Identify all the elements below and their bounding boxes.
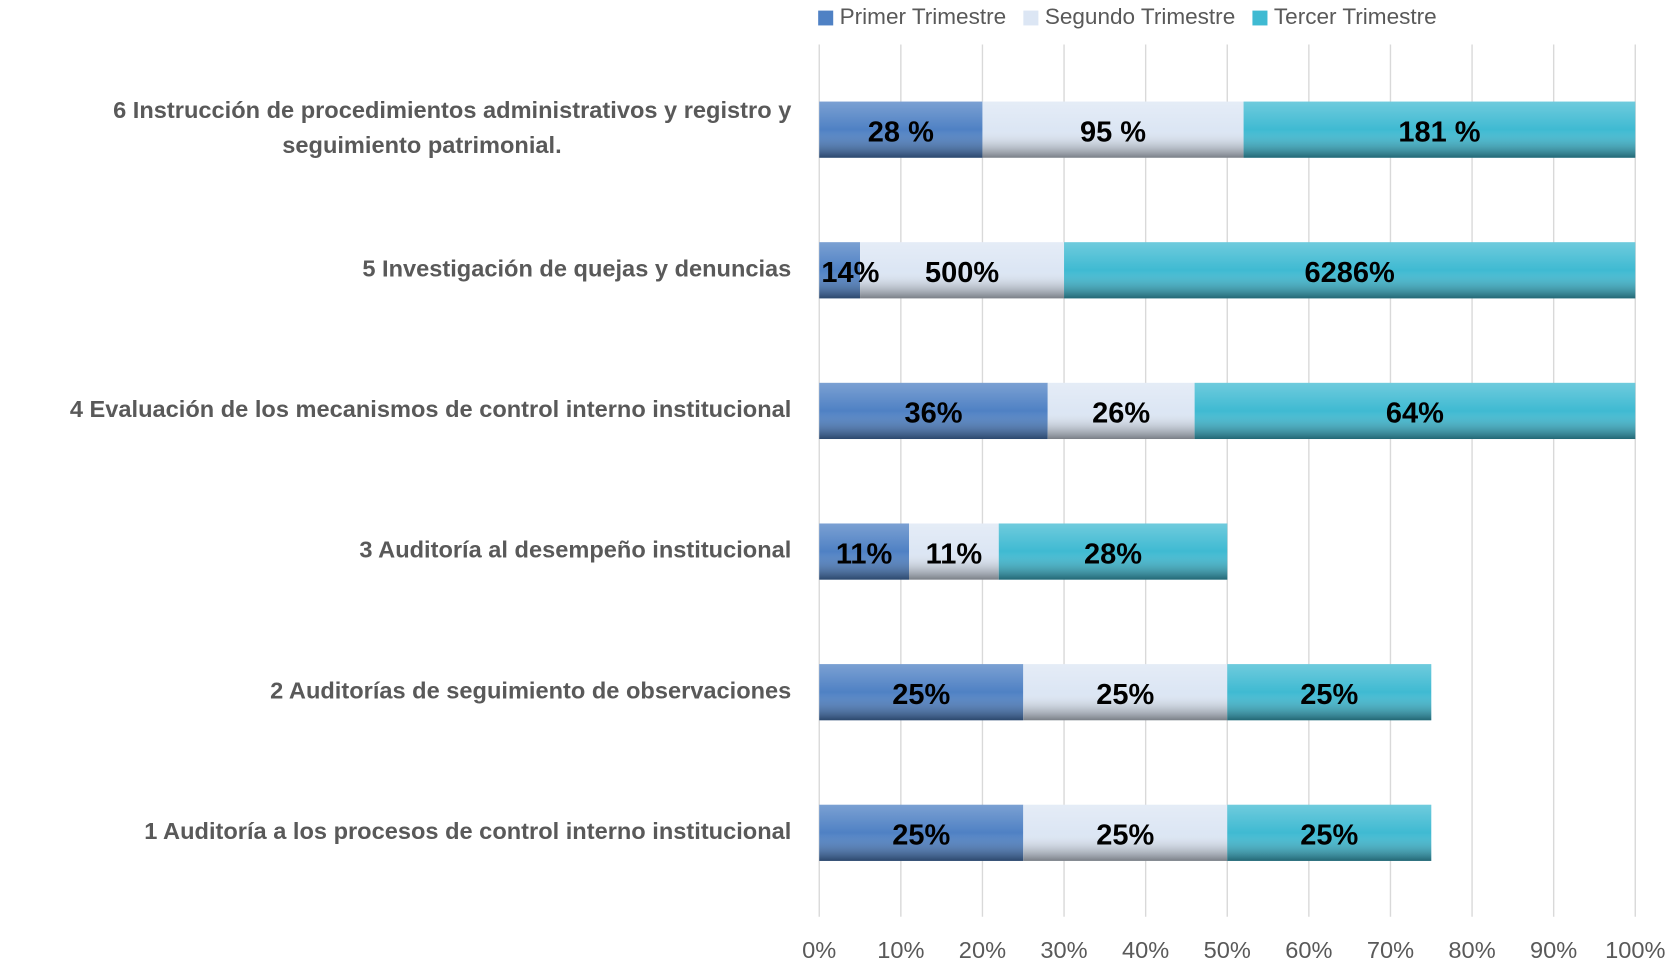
bar-shade [1047,382,1195,440]
bar-shade [819,382,1048,440]
legend-swatch [1252,10,1268,26]
data-label: 25% [1300,820,1358,852]
category-label: 1 Auditoría a los procesos de control in… [144,818,791,844]
category-label: 4 Evaluación de los mecanismos de contro… [70,396,791,422]
data-label: 64% [1386,398,1444,430]
bar-shade [819,523,910,580]
bar-shade [1227,804,1432,861]
category-label: 6 Instrucción de procedimientos administ… [113,97,791,158]
data-label: 500% [925,257,999,289]
data-label: 26% [1092,398,1150,430]
data-label: 25% [892,820,950,852]
legend-label: Segundo Trimestre [1045,4,1235,29]
data-label: 36% [904,398,962,430]
legend-label: Primer Trimestre [840,4,1007,29]
x-tick-label: 60% [1285,937,1332,963]
data-label: 11% [836,539,892,571]
bar-shade [1243,101,1636,158]
bar-shade [819,101,983,158]
x-tick-label: 40% [1122,937,1169,963]
x-tick-label: 20% [959,937,1006,963]
data-label: 25% [1096,820,1154,852]
bar-shade [1023,664,1228,721]
category-label-line: 6 Instrucción de procedimientos administ… [113,97,791,123]
bar-shade [1064,242,1636,299]
x-tick-label: 0% [802,937,836,963]
bar-shade [860,242,1065,299]
bar-shade [982,101,1244,158]
bar-shade [819,242,861,299]
x-tick-label: 50% [1204,937,1251,963]
x-tick-label: 100% [1605,937,1666,963]
bar-shade [909,523,999,580]
bar-shade [998,523,1228,580]
x-tick-label: 80% [1448,937,1495,963]
x-tick-label: 30% [1040,937,1087,963]
x-tick-label: 10% [877,937,924,963]
data-label: 25% [1096,679,1154,711]
data-label: 95 % [1080,117,1146,149]
data-label: 25% [1300,679,1358,711]
category-label: 2 Auditorías de seguimiento de observaci… [270,677,791,703]
bar-shade [819,804,1024,861]
legend-label: Tercer Trimestre [1274,4,1437,29]
data-label: 25% [892,679,950,711]
bar-shade [819,664,1024,721]
category-label: 3 Auditoría al desempeño institucional [359,537,791,563]
category-label-line: seguimiento patrimonial. [282,132,561,158]
data-label: 28 % [868,117,934,149]
bar-shade [1023,804,1228,861]
data-label: 6286% [1305,257,1395,289]
data-label: 11% [926,539,982,571]
bar-shade [1194,382,1636,440]
category-label: 5 Investigación de quejas y denuncias [362,256,791,282]
legend-swatch [1023,10,1039,26]
legend-swatch [818,10,834,26]
x-tick-label: 90% [1530,937,1577,963]
x-tick-label: 70% [1367,937,1414,963]
data-label: 181 % [1398,117,1480,149]
bar-shade [1227,664,1432,721]
data-label: 14% [821,257,879,289]
data-label: 28% [1084,539,1142,571]
